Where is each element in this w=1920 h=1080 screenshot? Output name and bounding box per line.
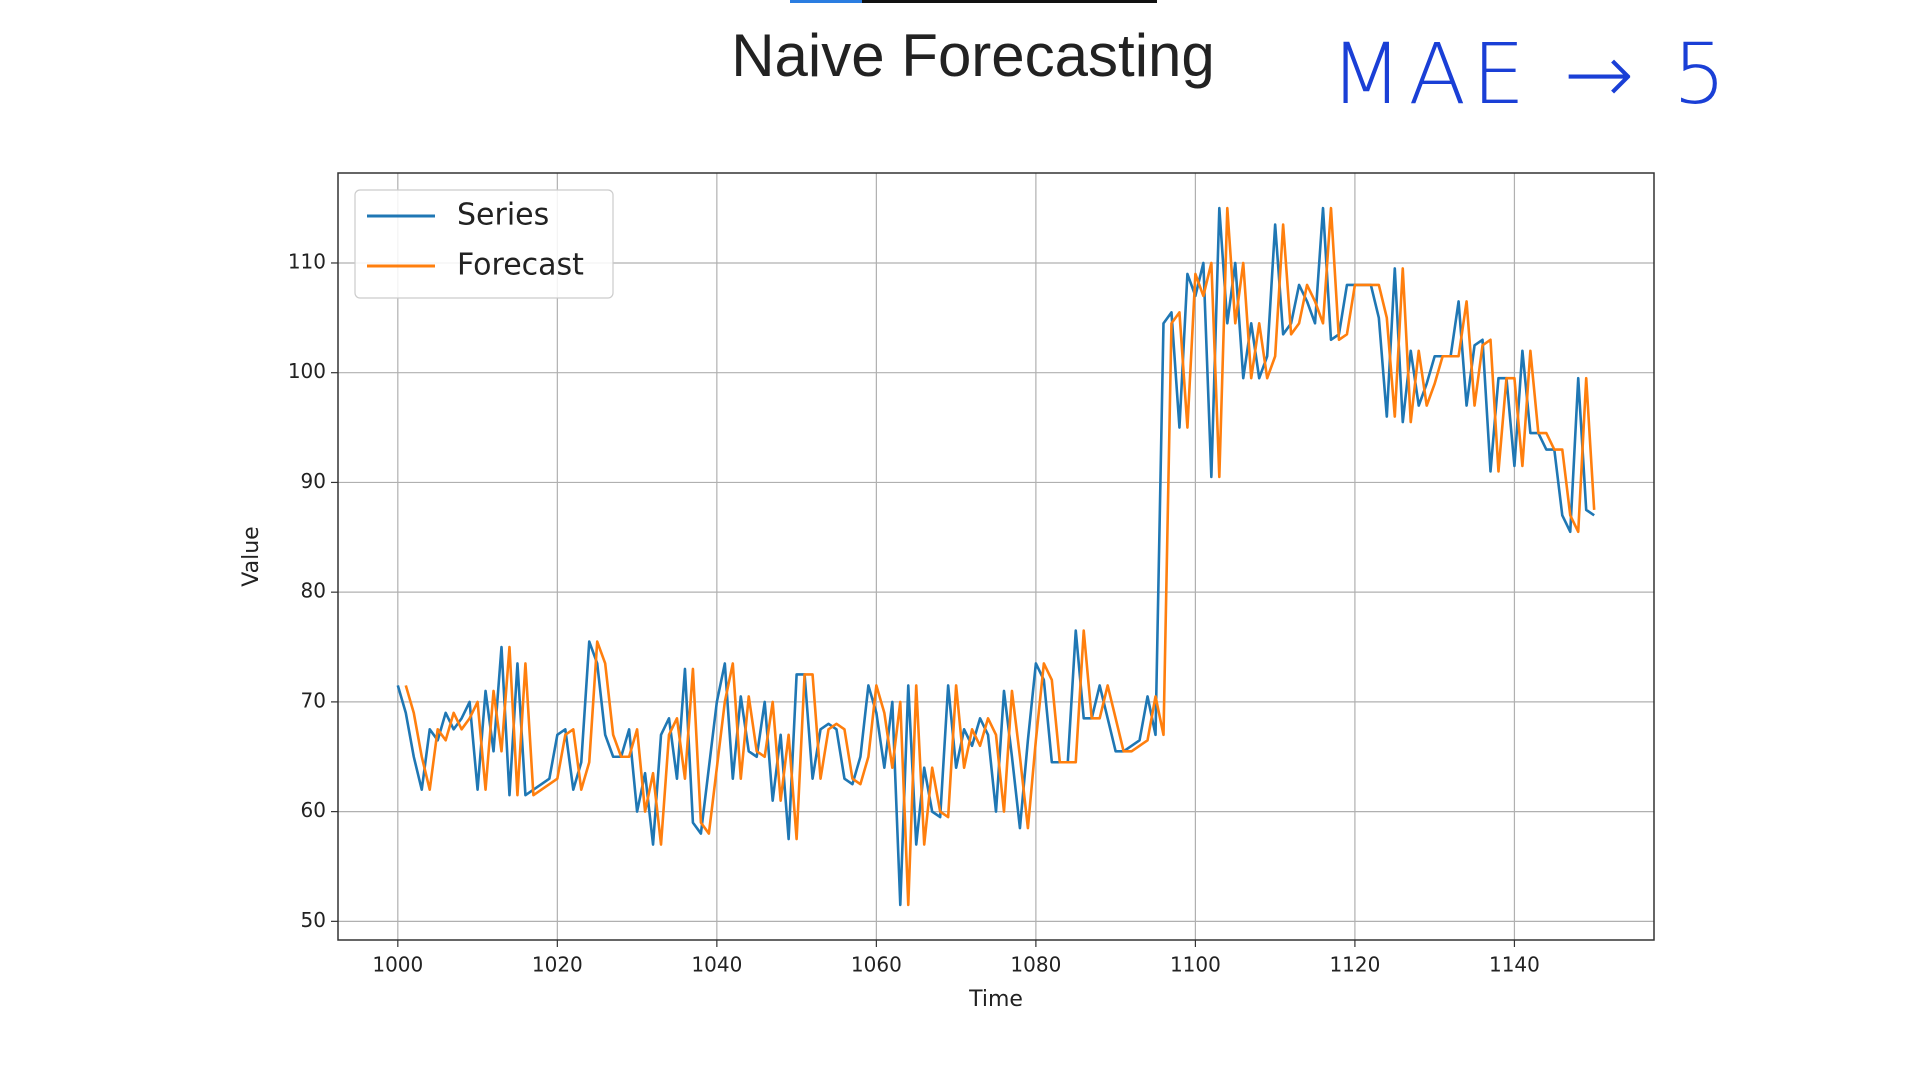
slide-bar [790,0,1157,3]
y-axis-label: Value [239,526,264,586]
x-tick-label: 1040 [691,953,742,977]
y-tick-label: 110 [288,249,326,273]
y-tick-label: 60 [301,798,326,822]
slide-bar-accent [790,0,862,3]
x-tick-label: 1060 [851,953,902,977]
x-tick-label: 1080 [1010,953,1061,977]
x-tick-label: 1020 [532,953,583,977]
series-line [396,206,1595,907]
x-tick-label: 1100 [1170,953,1221,977]
x-axis-label: Time [968,987,1023,1012]
x-tick-label: 1140 [1489,953,1540,977]
chart-title: Naive Forecasting [731,22,1215,89]
series-line [404,206,1596,907]
y-tick-label: 100 [288,359,326,383]
handwritten-annotation: MAE → 5 [1330,25,1732,123]
plot-area: 50 60 70 80 90 100 110 1000 1020 1040 1060 1080 1100… [239,172,1655,1012]
y-tick-label: 80 [301,579,326,603]
y-tick-label: 70 [301,688,326,712]
x-tick-label: 1120 [1329,953,1380,977]
legend-label: Series [457,198,549,233]
plot-frame [337,172,1655,941]
x-tick-label: 1000 [372,953,423,977]
legend-label: Forecast [457,248,584,283]
y-tick-label: 90 [301,469,326,493]
y-tick-label: 50 [301,908,326,932]
